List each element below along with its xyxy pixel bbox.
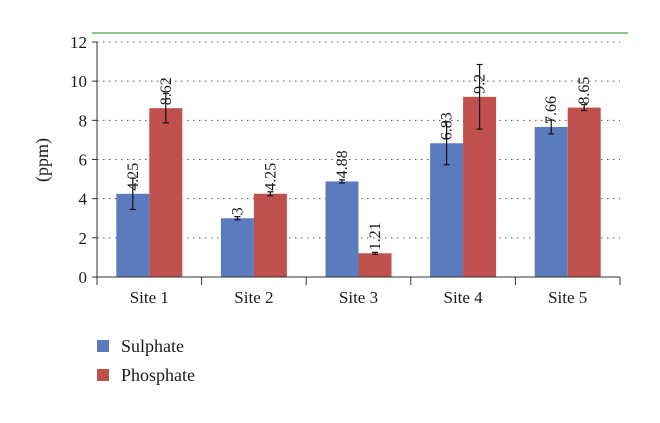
data-label-phosphate: 4.25 — [262, 163, 279, 191]
bar-phosphate — [358, 253, 392, 277]
y-tick-label: 2 — [79, 229, 88, 248]
x-category-label: Site 4 — [443, 288, 483, 307]
y-tick-label: 6 — [79, 151, 88, 170]
data-label-phosphate: 1.21 — [367, 222, 384, 250]
bar-sulphate — [430, 143, 464, 277]
x-category-label: Site 1 — [130, 288, 169, 307]
y-tick-label: 10 — [70, 72, 87, 91]
bar-sulphate — [220, 218, 254, 277]
axes: 0 2 4 6 8 10 12 Site 1 Site 2 Site 3 Site 4 Site 5 — [70, 33, 621, 307]
y-tick-label: 8 — [79, 111, 88, 130]
x-category-label: Site 2 — [234, 288, 273, 307]
bars — [116, 63, 601, 278]
bar-phosphate — [149, 108, 183, 277]
y-axis-label: (ppm) — [32, 138, 53, 182]
data-label-sulphate: 4.88 — [334, 150, 351, 178]
x-category-label: Site 3 — [339, 288, 378, 307]
bar-phosphate — [253, 193, 287, 277]
bar-sulphate — [534, 126, 568, 277]
legend-swatch-phosphate — [97, 369, 109, 381]
data-labels: 4.25 3 4.88 6.83 7.66 8.62 4.25 1.21 9.2 8.65 — [125, 74, 593, 250]
data-label-sulphate: 3 — [229, 207, 246, 215]
legend-label-phosphate: Phosphate — [121, 365, 195, 385]
data-label-sulphate: 7.66 — [543, 96, 560, 124]
data-label-sulphate: 4.25 — [125, 163, 142, 191]
legend-label-sulphate: Sulphate — [121, 336, 184, 356]
data-label-sulphate: 6.83 — [439, 112, 456, 140]
bar-sulphate — [325, 181, 359, 277]
bar-phosphate — [567, 107, 601, 278]
y-tick-label: 0 — [79, 268, 88, 287]
data-label-phosphate: 9.2 — [472, 74, 489, 94]
data-label-phosphate: 8.65 — [576, 77, 593, 105]
legend: Sulphate Phosphate — [97, 336, 195, 385]
y-tick-label: 4 — [79, 190, 88, 209]
data-label-phosphate: 8.62 — [158, 77, 175, 105]
y-tick-label: 12 — [70, 33, 87, 52]
legend-swatch-sulphate — [97, 340, 109, 352]
x-category-label: Site 5 — [548, 288, 587, 307]
